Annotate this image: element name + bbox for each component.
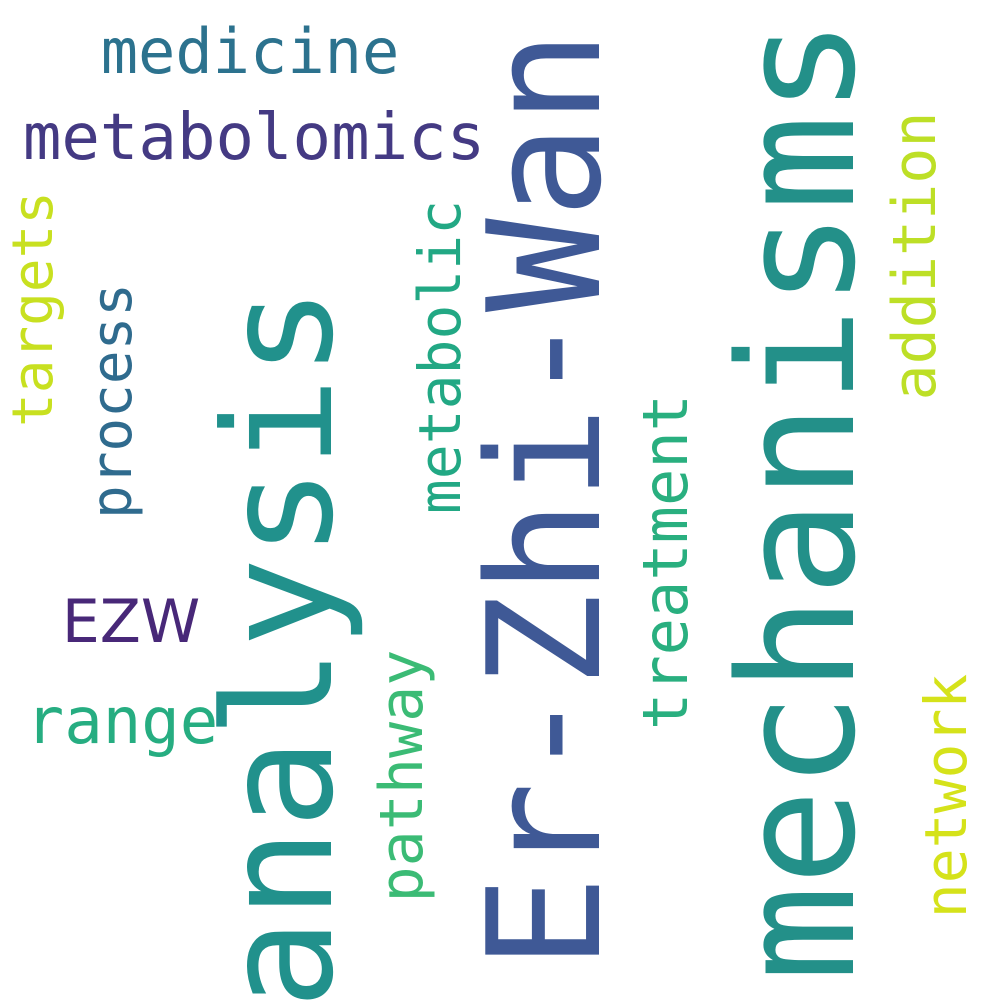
word-analysis: analysis [193,286,367,1000]
word-process: process [80,282,145,520]
word-network: network [912,673,980,919]
word-er-zhi-wan: Er-Zhi-Wan [454,30,636,970]
word-mechanisms: mechanisms [704,18,891,982]
word-metabolomics: metabolomics [22,101,486,175]
word-range: range [25,685,219,759]
word-treatment: treatment [629,394,702,730]
word-ezw: EZW [61,587,201,657]
word-addition: addition [880,111,950,401]
word-targets: targets [1,190,66,428]
word-medicine: medicine [100,15,400,88]
word-metabolic: metabolic [406,199,474,515]
word-pathway: pathway [367,649,437,903]
